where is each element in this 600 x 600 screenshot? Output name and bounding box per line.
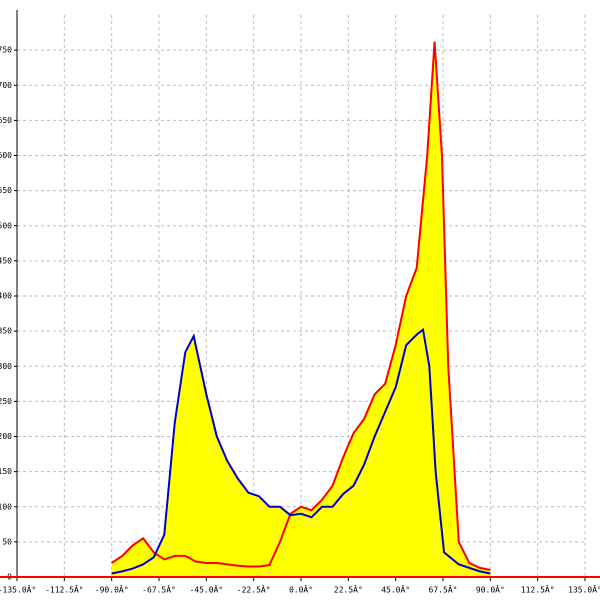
x-tick-label: 135.0Â° bbox=[568, 584, 600, 595]
y-tick-label: 750 bbox=[0, 46, 12, 55]
y-tick-label: 250 bbox=[0, 397, 12, 406]
y-tick-label: 350 bbox=[0, 327, 12, 336]
y-tick-label: 500 bbox=[0, 221, 12, 230]
y-tick-label: 50 bbox=[2, 537, 12, 546]
x-tick-label: -67.5Â° bbox=[142, 584, 176, 595]
y-tick-label: 650 bbox=[0, 116, 12, 125]
y-tick-label: 300 bbox=[0, 362, 12, 371]
y-tick-label: 700 bbox=[0, 81, 12, 90]
y-tick-label: 400 bbox=[0, 292, 12, 301]
y-tick-label: 100 bbox=[0, 502, 12, 511]
x-tick-label: -22.5Â° bbox=[237, 584, 271, 595]
area-fill bbox=[111, 329, 491, 577]
x-tick-label: -112.5Â° bbox=[45, 584, 84, 595]
x-tick-label: -45.0Â° bbox=[189, 584, 223, 595]
x-tick-label: 90.0Â° bbox=[476, 584, 505, 595]
x-tick-label: 22.5Â° bbox=[334, 584, 363, 595]
series-line bbox=[111, 41, 491, 571]
y-tick-label: 550 bbox=[0, 186, 12, 195]
y-tick-label: 600 bbox=[0, 151, 12, 160]
y-tick-label: 150 bbox=[0, 467, 12, 476]
x-tick-label: 112.5Â° bbox=[521, 584, 555, 595]
y-tick-label: 200 bbox=[0, 432, 12, 441]
x-tick-label: -135.0Â° bbox=[0, 584, 36, 595]
x-tick-label: 0.0Â° bbox=[289, 584, 313, 595]
x-tick-label: -90.0Â° bbox=[95, 584, 129, 595]
y-tick-label: 450 bbox=[0, 256, 12, 265]
series-line bbox=[111, 327, 491, 575]
x-tick-label: 67.5Â° bbox=[429, 584, 458, 595]
x-tick-label: 45.0Â° bbox=[381, 584, 410, 595]
